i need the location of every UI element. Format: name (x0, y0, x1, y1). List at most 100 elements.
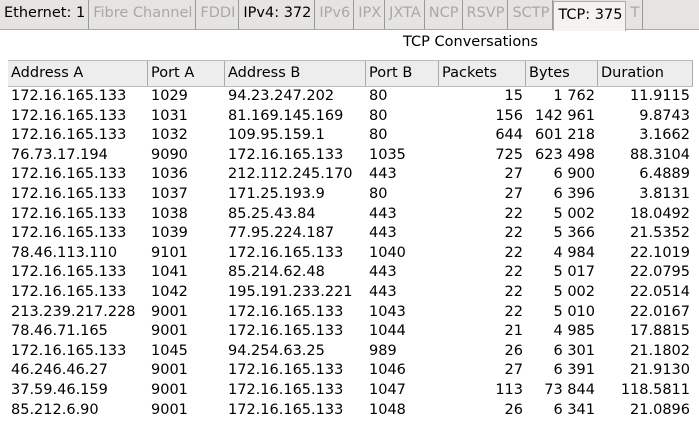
tab: IPv6 (315, 0, 355, 29)
table-row[interactable]: 85.212.6.90 9001 172.16.165.133 1048 26 6 341… (8, 401, 693, 421)
table-cell: 1044 (369, 323, 406, 340)
table-cell: 1040 (369, 244, 406, 261)
table-cell: 9001 (151, 303, 188, 320)
header-row: Address A Port A Address B Port B Packets Byt… (8, 60, 693, 87)
table-cell: 88.3104 (630, 146, 690, 163)
table-row[interactable]: 172.16.165.133 1031 81.169.145.169 80 156 142… (8, 107, 693, 127)
table-cell: 1042 (151, 283, 188, 300)
table-cell: 22 (504, 303, 523, 320)
table-cell: 9090 (151, 146, 188, 163)
table-cell: 22 (504, 244, 523, 261)
column-header[interactable]: Port B (366, 61, 439, 86)
table-cell: 1031 (151, 107, 188, 124)
table-row[interactable]: 172.16.165.133 1038 85.25.43.84 443 22 5 002 1… (8, 205, 693, 225)
table-cell: 443 (369, 166, 397, 183)
table-cell: 172.16.165.133 (228, 401, 344, 418)
column-header[interactable]: Bytes (526, 61, 598, 86)
table-cell: 1041 (151, 264, 188, 281)
table-cell: 623 498 (535, 146, 595, 163)
table-row[interactable]: 172.16.165.133 1037 171.25.193.9 80 27 6 396 3… (8, 185, 693, 205)
table-cell: 171.25.193.9 (228, 185, 325, 202)
table-cell: 172.16.165.133 (11, 264, 127, 281)
column-header[interactable]: Packets (439, 61, 526, 86)
table-row[interactable]: 46.246.46.27 9001 172.16.165.133 1046 27 6 39… (8, 361, 693, 381)
table-cell: 443 (369, 264, 397, 281)
table-cell: 172.16.165.133 (228, 303, 344, 320)
table-cell: 77.95.224.187 (228, 225, 335, 242)
table-cell: 195.191.233.221 (228, 283, 353, 300)
tab: RSVP (463, 0, 509, 29)
table-cell: 5 017 (553, 264, 595, 281)
table-cell: 80 (369, 88, 388, 104)
column-header[interactable]: Address B (225, 61, 366, 86)
table-cell: 22.0795 (630, 264, 690, 281)
table-cell: 6.4889 (639, 166, 690, 183)
table-cell: 109.95.159.1 (228, 127, 325, 144)
table-row[interactable]: 172.16.165.133 1041 85.214.62.48 443 22 5 017… (8, 263, 693, 283)
table-cell: 4 984 (553, 244, 595, 261)
table-cell: 172.16.165.133 (11, 107, 127, 124)
table-row[interactable]: 172.16.165.133 1032 109.95.159.1 80 644 601 2… (8, 126, 693, 146)
table-cell: 1038 (151, 205, 188, 222)
table-row[interactable]: 172.16.165.133 1029 94.23.247.202 80 15 1 762… (8, 87, 693, 107)
table-cell: 172.16.165.133 (11, 225, 127, 242)
table-cell: 73 844 (544, 381, 595, 398)
tab: NCP (425, 0, 463, 29)
table-cell: 5 366 (553, 225, 595, 242)
table-cell: 1029 (151, 88, 188, 104)
table-cell: 5 002 (553, 283, 595, 300)
table-cell: 21.1802 (630, 342, 690, 359)
tab[interactable]: Ethernet: 1 (0, 0, 90, 29)
table-cell: 80 (369, 107, 388, 124)
table-row[interactable]: 37.59.46.159 9001 172.16.165.133 1047 113 73 … (8, 381, 693, 401)
table-cell: 3.1662 (639, 127, 690, 144)
table-cell: 11.9115 (630, 88, 690, 104)
table-title: TCP Conversations (403, 34, 538, 50)
column-header[interactable]: Port A (148, 61, 225, 86)
table-cell: 6 900 (553, 166, 595, 183)
table-cell: 9001 (151, 323, 188, 340)
table-cell: 172.16.165.133 (11, 283, 127, 300)
table-cell: 118.5811 (620, 381, 690, 398)
table-cell: 9001 (151, 381, 188, 398)
table-row[interactable]: 76.73.17.194 9090 172.16.165.133 1035 725 623… (8, 146, 693, 166)
table-cell: 172.16.165.133 (11, 185, 127, 202)
table-cell: 6 341 (553, 401, 595, 418)
table-row[interactable]: 78.46.71.165 9001 172.16.165.133 1044 21 4 98… (8, 322, 693, 342)
table-row[interactable]: 172.16.165.133 1045 94.254.63.25 989 26 6 301… (8, 342, 693, 362)
table-cell: 1036 (151, 166, 188, 183)
tab[interactable]: IPv4: 372 (239, 0, 316, 29)
table-cell: 78.46.71.165 (11, 323, 108, 340)
table-cell: 644 (495, 127, 523, 144)
table-cell: 85.25.43.84 (228, 205, 316, 222)
table-cell: 22 (504, 283, 523, 300)
table-cell: 27 (504, 166, 523, 183)
table-row[interactable]: 213.239.217.228 9001 172.16.165.133 1043 22 5… (8, 303, 693, 323)
table-cell: 5 010 (553, 303, 595, 320)
table-cell: 172.16.165.133 (228, 323, 344, 340)
table-cell: 21.5352 (630, 225, 690, 242)
column-header[interactable]: Address A (8, 61, 148, 86)
tab[interactable]: TCP: 375 (553, 1, 627, 31)
table-row[interactable]: 172.16.165.133 1036 212.112.245.170 443 27 6 … (8, 165, 693, 185)
table-cell: 1043 (369, 303, 406, 320)
table-cell: 601 218 (535, 127, 595, 144)
table-cell: 37.59.46.159 (11, 381, 108, 398)
table-cell: 1039 (151, 225, 188, 242)
table-cell: 27 (504, 362, 523, 379)
table-row[interactable]: 172.16.165.133 1042 195.191.233.221 443 22 5 … (8, 283, 693, 303)
table-cell: 172.16.165.133 (11, 166, 127, 183)
table-cell: 5 002 (553, 205, 595, 222)
table-cell: 156 (495, 107, 523, 124)
table-cell: 725 (495, 146, 523, 163)
column-header[interactable]: Duration (598, 61, 693, 86)
table-cell: 172.16.165.133 (228, 362, 344, 379)
tab: Fibre Channel (89, 0, 197, 29)
table-cell: 1037 (151, 185, 188, 202)
table-cell: 76.73.17.194 (11, 146, 108, 163)
table-cell: 21 (504, 323, 523, 340)
table-cell: 1032 (151, 127, 188, 144)
table-cell: 9.8743 (639, 107, 690, 124)
table-row[interactable]: 78.46.113.110 9101 172.16.165.133 1040 22 4 9… (8, 244, 693, 264)
table-row[interactable]: 172.16.165.133 1039 77.95.224.187 443 22 5 36… (8, 224, 693, 244)
